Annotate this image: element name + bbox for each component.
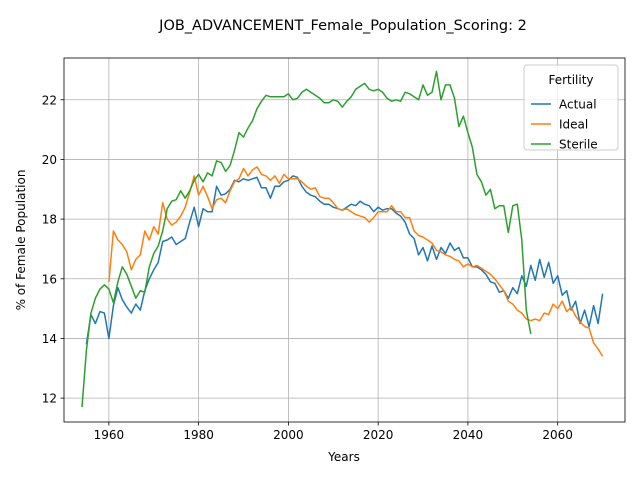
plot-frame	[63, 57, 626, 423]
series-line-sterile	[81, 70, 532, 408]
legend-title: Fertility	[548, 73, 593, 87]
x-tick-label: 1960	[94, 428, 125, 442]
legend-label-actual: Actual	[559, 98, 597, 112]
y-tick-label: 14	[42, 332, 57, 346]
legend: Fertility Actual Ideal Sterile	[523, 64, 619, 152]
x-tick-label: 2000	[273, 428, 304, 442]
grid-lines	[64, 58, 625, 422]
y-tick-label: 12	[42, 392, 57, 406]
legend-box	[523, 64, 619, 151]
chart-title: JOB_ADVANCEMENT_Female_Population_Scorin…	[158, 18, 527, 34]
series-lines	[81, 70, 604, 408]
y-tick-label: 20	[42, 153, 57, 167]
legend-label-sterile: Sterile	[559, 138, 598, 152]
x-axis-label: Years	[327, 450, 360, 464]
x-tick-label: 2060	[542, 428, 573, 442]
y-axis-ticks: 12 14 16 18 20 22	[42, 93, 64, 406]
y-axis-label: % of Female Population	[14, 170, 28, 311]
x-axis-ticks: 1960 1980 2000 2020 2040 2060	[94, 422, 573, 442]
y-tick-label: 18	[42, 213, 57, 227]
legend-label-ideal: Ideal	[559, 118, 588, 132]
y-tick-label: 22	[42, 93, 57, 107]
x-tick-label: 2020	[363, 428, 394, 442]
x-tick-label: 2040	[453, 428, 484, 442]
x-tick-label: 1980	[183, 428, 214, 442]
y-tick-label: 16	[42, 272, 57, 286]
